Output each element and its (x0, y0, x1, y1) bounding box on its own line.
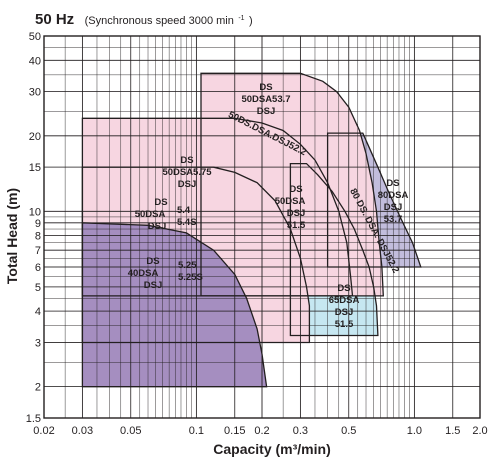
y-tick-label: 9 (35, 218, 41, 230)
label-50dsa54-line: 5.4 (177, 205, 191, 216)
label-65dsa-line: 65DSA (329, 295, 360, 306)
x-tick-label: 0.3 (293, 425, 308, 437)
label-50dsa537-line: DSJ (257, 106, 275, 117)
label-50dsa575-line: DSJ (178, 179, 196, 190)
chart-title: 50 Hz (35, 11, 74, 28)
y-axis-label: Total Head (m) (4, 188, 20, 284)
x-tick-label: 0.1 (189, 425, 204, 437)
label-50dsa54-line: DS (154, 197, 167, 208)
y-tick-label: 7 (35, 245, 41, 257)
label-65dsa-line: 51.5 (335, 319, 354, 330)
x-tick-label: 1.0 (407, 425, 422, 437)
label-50dsa54-line: 50DSA (135, 209, 166, 220)
x-axis-label: Capacity (m³/min) (213, 441, 330, 457)
y-tick-label: 4 (35, 306, 41, 318)
label-50dsa537-line: 50DSA53.7 (241, 94, 290, 105)
label-80dsa-line: DS (386, 178, 399, 189)
plot-frame (43, 35, 481, 419)
x-tick-label: 0.2 (254, 425, 269, 437)
region-outline-ds-50dsa5-75-dsj (81, 117, 354, 297)
x-tick-label: 2.0 (472, 425, 487, 437)
y-tick-label: 50 (29, 31, 41, 43)
x-tick-label: 0.5 (341, 425, 356, 437)
label-50dsa515-line: 50DSA (275, 196, 306, 207)
chart-subtitle-superscript: -1 (238, 15, 244, 22)
label-50dsa515-line: 51.5 (287, 220, 306, 231)
y-tick-label: 6 (35, 262, 41, 274)
region-fill-ds-40dsa-dsj-5-25-5-25s (82, 222, 267, 387)
region-outline-ds-80dsa-dsj-53-7 (326, 132, 422, 268)
label-50dsa515-line: DSJ (287, 208, 305, 219)
label-65dsa-line: DS (337, 283, 350, 294)
label-40dsa525-line: 5.25 (178, 260, 197, 271)
y-tick-label: 2 (35, 382, 41, 394)
y-tick-label: 40 (29, 55, 41, 67)
region-outline-ds-40dsa-dsj-5-25-5-25s (81, 222, 268, 388)
x-tick-label: 0.05 (120, 425, 141, 437)
region-outline-ds-50dsa53-7-dsj (200, 72, 384, 297)
axis-ticks: 0.02 0.03 0.05 0.1 0.15 0.2 0.3 0.5 1.0 1.5 2.0 1.5… (26, 31, 488, 437)
chart-subtitle: (Synchronous speed 3000 min (85, 15, 234, 27)
x-tick-label: 0.02 (33, 425, 54, 437)
label-80dsa-line: 53.7 (384, 214, 403, 225)
label-50dsa515-line: DS (289, 184, 302, 195)
y-tick-label: 5 (35, 282, 41, 294)
label-50dsa54-line: 5.4S (177, 217, 197, 228)
chart-subtitle-suffix: ) (249, 15, 253, 27)
label-65dsa-line: DSJ (335, 307, 353, 318)
region-outline-ds-50dsa-dsj-5-4-5-4s (81, 166, 311, 344)
label-50dsa575-line: 50DSA5.75 (162, 167, 212, 178)
y-tick-label: 10 (29, 206, 41, 218)
label-40dsa525-line: 40DSA (128, 268, 159, 279)
y-tick-label: 30 (29, 87, 41, 99)
y-tick-label: 8 (35, 231, 41, 243)
label-50dsa575-line: DS (180, 155, 193, 166)
y-tick-label: 20 (29, 131, 41, 143)
x-tick-label: 1.5 (445, 425, 460, 437)
label-50dsa54-line: DSJ (148, 221, 166, 232)
label-50dsa537-line: DS (259, 82, 272, 93)
x-tick-label: 0.03 (72, 425, 93, 437)
chart-title-block: 50 Hz (Synchronous speed 3000 min -1 ) (35, 7, 253, 28)
label-80dsa-line: 80DSA (378, 190, 409, 201)
y-tick-label: 15 (29, 162, 41, 174)
label-40dsa525-line: DS (146, 256, 159, 267)
region-outlines (81, 72, 422, 388)
region-outline-ds-65dsa-dsj-51-5 (289, 162, 379, 337)
log-grid (43, 35, 481, 419)
label-40dsa525-line: DSJ (144, 280, 162, 291)
label-80dsa-line: DSJ (384, 202, 402, 213)
label-40dsa525-line: 5.25S (178, 272, 203, 283)
y-tick-label: 1.5 (26, 413, 41, 425)
y-tick-label: 3 (35, 337, 41, 349)
x-tick-label: 0.15 (224, 425, 245, 437)
